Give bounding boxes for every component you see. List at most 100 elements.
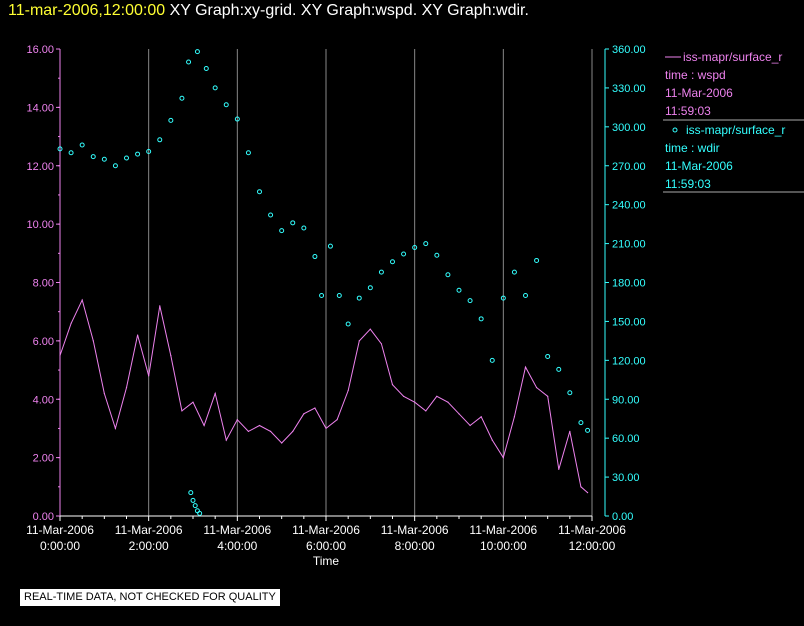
header-date: 11-mar-2006,12:00:00 [8,2,166,19]
point-wspd [391,384,394,386]
point-wdir-low [190,497,196,503]
right-y-axis: 0.00 30.00 60.00 90.00 120.00 150.00 180.00 210… [604,44,646,523]
point-wdir [567,390,573,396]
right-tick-label: 60.00 [612,433,640,445]
point-wspd [181,410,183,412]
point-wdir [390,259,395,265]
point-wdir [146,148,152,154]
point-wdir [186,59,192,65]
point-wspd [425,410,427,412]
point-wdir [585,427,591,433]
point-wspd [580,486,582,488]
point-wspd [136,334,139,336]
point-wdir [90,154,96,160]
point-wspd [225,439,227,441]
point-wdir [312,254,318,260]
point-wdir [112,163,118,169]
point-wspd [303,413,305,415]
x-tick-date: 11-Mar-2006 [115,523,183,537]
x-tick-date: 11-Mar-2006 [203,523,271,537]
point-wdir-low [194,508,200,514]
point-wdir [223,102,229,108]
point-wdir [378,269,384,275]
point-wdir [336,292,342,298]
right-tick-label: 210.00 [612,239,646,251]
point-wdir [179,95,185,101]
legend-series1-name: iss-mapr/surface_r [683,50,782,64]
grid-lines [148,49,593,516]
plot-area [57,49,591,516]
point-wspd [192,401,194,403]
point-wspd [569,430,571,432]
point-wspd [236,419,238,421]
point-wspd [125,386,128,389]
point-wspd [292,430,294,432]
right-tick-label: 120.00 [612,355,646,367]
point-wspd [414,401,416,403]
legend-series1-vars: time : wspd [665,68,726,82]
chart-header: 11-mar-2006,12:00:00 XY Graph:xy-grid. X… [8,2,529,20]
point-wdir [194,49,200,55]
point-wdir [356,295,362,301]
point-wspd [469,424,471,427]
point-wdir [534,257,540,263]
point-wspd [325,427,327,430]
right-tick-label: 270.00 [612,161,646,173]
point-wspd [247,430,250,432]
point-wdir [412,244,418,250]
left-y-axis: 0.00 2.00 4.00 6.00 8.00 10.00 12.00 14.00 16.00 [26,44,61,523]
right-tick-label: 330.00 [612,83,646,95]
x-tick-date: 11-Mar-2006 [469,523,537,537]
point-wdir [234,116,240,122]
point-wdir [556,366,562,372]
point-wdir [545,353,551,359]
point-wspd [402,395,405,397]
point-wspd [524,366,527,368]
point-wspd [436,395,438,397]
legend-series1-date: 11-Mar-2006 [665,86,733,100]
point-wdir [279,228,285,234]
right-tick-label: 0.00 [612,511,633,523]
point-wdir [124,155,129,161]
legend-series2-time: 11:59:03 [665,177,711,191]
left-tick-label: 16.00 [26,44,54,56]
x-tick-date: 11-Mar-2006 [558,523,626,537]
point-wdir [445,272,451,278]
right-tick-label: 150.00 [612,316,646,328]
legend-series2-date: 11-Mar-2006 [665,159,733,173]
header-graph-1: XY Graph:xy-grid. [169,2,297,19]
header-graph-2: XY Graph:wspd. [300,2,418,19]
x-tick-time: 4:00:00 [217,539,257,553]
right-tick-label: 180.00 [612,278,646,290]
point-wdir [301,225,307,231]
point-wspd [59,354,61,357]
x-tick-time: 0:00:00 [40,539,80,553]
x-tick-time: 6:00:00 [306,539,346,553]
point-wdir [367,285,373,291]
point-wdir-low [188,490,194,496]
point-wspd [535,386,538,389]
point-wdir [245,150,251,156]
point-wdir [101,156,107,162]
x-tick-date: 11-Mar-2006 [26,523,94,537]
point-wdir [168,117,174,123]
point-wdir [523,292,528,298]
point-wspd [336,419,338,421]
x-axis-label: Time [313,554,340,568]
point-wdir [212,85,218,91]
point-wspd [491,439,493,441]
point-wdir [467,298,473,304]
point-wspd [314,407,316,409]
right-tick-label: 360.00 [612,44,646,56]
point-wspd [586,492,589,494]
point-wdir [327,243,333,249]
point-wspd [92,340,94,342]
point-wdir [401,251,407,257]
point-wdir [500,295,506,301]
x-tick-time: 8:00:00 [395,539,435,553]
left-tick-label: 4.00 [33,394,54,406]
point-wspd [458,413,460,415]
point-wdir [456,287,462,293]
point-wdir [489,357,495,363]
